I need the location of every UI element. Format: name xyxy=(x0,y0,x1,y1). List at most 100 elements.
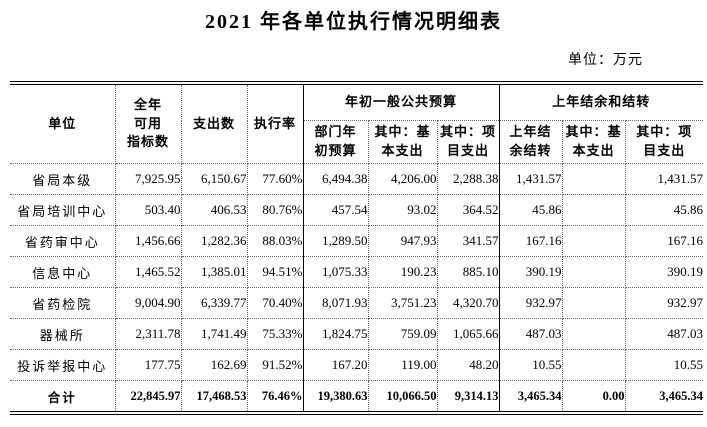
value-cell: 390.19 xyxy=(624,256,704,288)
table-row: 省局培训中心 503.40 406.53 80.76% 457.54 93.02 364.5… xyxy=(10,194,704,226)
value-cell xyxy=(561,256,626,288)
value-cell: 1,431.57 xyxy=(624,163,704,195)
value-cell: 1,282.36 xyxy=(180,225,248,257)
value-cell xyxy=(561,287,626,319)
value-cell: 457.54 xyxy=(302,194,369,226)
unit-cell: 省药审中心 xyxy=(10,225,116,257)
execution-table: 单位 全年 可用 指标数 支出数 执行率 年初一般公共预算 上年结余和结转 部门… xyxy=(10,81,704,415)
unit-cell: 合计 xyxy=(10,380,116,414)
value-cell: 167.16 xyxy=(624,225,704,257)
table-header: 单位 全年 可用 指标数 支出数 执行率 年初一般公共预算 上年结余和结转 部门… xyxy=(10,82,704,164)
header-dept-initial-budget: 部门年 初预算 xyxy=(302,120,369,164)
value-cell: 4,206.00 xyxy=(367,163,438,195)
value-cell: 77.60% xyxy=(246,163,304,195)
value-cell: 390.19 xyxy=(498,256,563,288)
value-cell: 6,339.77 xyxy=(180,287,248,319)
value-cell: 1,065.66 xyxy=(436,318,500,350)
value-cell: 932.97 xyxy=(498,287,563,319)
value-cell: 75.33% xyxy=(246,318,304,350)
value-cell: 0.00 xyxy=(561,380,626,414)
value-cell: 2,311.78 xyxy=(114,318,182,350)
value-cell: 22,845.97 xyxy=(114,380,182,414)
value-cell: 364.52 xyxy=(436,194,500,226)
unit-cell: 省局培训中心 xyxy=(10,194,116,226)
table-row: 省药检院 9,004.90 6,339.77 70.40% 8,071.93 3,751.… xyxy=(10,287,704,319)
value-cell: 93.02 xyxy=(367,194,438,226)
value-cell: 162.69 xyxy=(180,349,248,381)
value-cell: 1,824.75 xyxy=(302,318,369,350)
value-cell xyxy=(561,349,626,381)
value-cell: 10.55 xyxy=(498,349,563,381)
value-cell: 6,494.38 xyxy=(302,163,369,195)
total-row: 合计 22,845.97 17,468.53 76.46% 19,380.63 10,06… xyxy=(10,380,704,414)
value-cell: 759.09 xyxy=(367,318,438,350)
header-unit: 单位 xyxy=(10,82,116,164)
value-cell: 3,465.34 xyxy=(624,380,704,414)
page-title: 2021 年各单位执行情况明细表 xyxy=(205,11,502,33)
value-cell: 45.86 xyxy=(624,194,704,226)
value-cell: 119.00 xyxy=(367,349,438,381)
value-cell: 10.55 xyxy=(624,349,704,381)
header-expenditure: 支出数 xyxy=(180,82,248,164)
header-carryover-balance: 上年结 余结转 xyxy=(498,120,563,164)
header-basic-expense-2: 其中：基 本支出 xyxy=(561,120,626,164)
table-row: 器械所 2,311.78 1,741.49 75.33% 1,824.75 759.09 1… xyxy=(10,318,704,350)
value-cell: 885.10 xyxy=(436,256,500,288)
header-project-expense-1: 其中：项 目支出 xyxy=(436,120,500,164)
value-cell: 1,741.49 xyxy=(180,318,248,350)
header-execution-rate: 执行率 xyxy=(246,82,304,164)
unit-cell: 信息中心 xyxy=(10,256,116,288)
value-cell: 1,456.66 xyxy=(114,225,182,257)
value-cell: 70.40% xyxy=(246,287,304,319)
value-cell: 48.20 xyxy=(436,349,500,381)
value-cell: 487.03 xyxy=(498,318,563,350)
value-cell: 80.76% xyxy=(246,194,304,226)
header-annual-quota: 全年 可用 指标数 xyxy=(114,82,182,164)
unit-cell: 省药检院 xyxy=(10,287,116,319)
value-cell: 3,751.23 xyxy=(367,287,438,319)
table-row: 信息中心 1,465.52 1,385.01 94.51% 1,075.33 190.23… xyxy=(10,256,704,288)
value-cell: 4,320.70 xyxy=(436,287,500,319)
table-body: 省局本级 7,925.95 6,150.67 77.60% 6,494.38 4,206.… xyxy=(10,163,704,414)
value-cell: 190.23 xyxy=(367,256,438,288)
value-cell: 19,380.63 xyxy=(302,380,369,414)
header-basic-expense-1: 其中：基 本支出 xyxy=(367,120,438,164)
value-cell: 91.52% xyxy=(246,349,304,381)
table-row: 投诉举报中心 177.75 162.69 91.52% 167.20 119.00 48.2… xyxy=(10,349,704,381)
value-cell: 1,431.57 xyxy=(498,163,563,195)
value-cell: 45.86 xyxy=(498,194,563,226)
value-cell: 947.93 xyxy=(367,225,438,257)
value-cell: 167.16 xyxy=(498,225,563,257)
value-cell: 1,385.01 xyxy=(180,256,248,288)
header-project-expense-2: 其中：项 目支出 xyxy=(624,120,704,164)
header-row-groups: 单位 全年 可用 指标数 支出数 执行率 年初一般公共预算 上年结余和结转 xyxy=(10,82,704,164)
value-cell: 406.53 xyxy=(180,194,248,226)
value-cell: 177.75 xyxy=(114,349,182,381)
value-cell xyxy=(561,163,626,195)
unit-cell: 省局本级 xyxy=(10,163,116,195)
value-cell: 76.46% xyxy=(246,380,304,414)
value-cell: 7,925.95 xyxy=(114,163,182,195)
unit-cell: 投诉举报中心 xyxy=(10,349,116,381)
header-group-carryover: 上年结余和结转 xyxy=(498,82,704,121)
value-cell: 9,314.13 xyxy=(436,380,500,414)
value-cell xyxy=(561,225,626,257)
value-cell: 1,289.50 xyxy=(302,225,369,257)
value-cell: 341.57 xyxy=(436,225,500,257)
table-row: 省药审中心 1,456.66 1,282.36 88.03% 1,289.50 947.9… xyxy=(10,225,704,257)
table-row: 省局本级 7,925.95 6,150.67 77.60% 6,494.38 4,206.… xyxy=(10,163,704,195)
value-cell: 94.51% xyxy=(246,256,304,288)
value-cell: 9,004.90 xyxy=(114,287,182,319)
value-cell xyxy=(561,194,626,226)
value-cell: 17,468.53 xyxy=(180,380,248,414)
value-cell: 2,288.38 xyxy=(436,163,500,195)
header-group-public-budget: 年初一般公共预算 xyxy=(302,82,500,121)
value-cell: 487.03 xyxy=(624,318,704,350)
value-cell: 932.97 xyxy=(624,287,704,319)
value-cell: 503.40 xyxy=(114,194,182,226)
value-cell xyxy=(561,318,626,350)
value-cell: 88.03% xyxy=(246,225,304,257)
value-cell: 1,465.52 xyxy=(114,256,182,288)
unit-note: 单位：万元 xyxy=(568,53,643,68)
value-cell: 1,075.33 xyxy=(302,256,369,288)
